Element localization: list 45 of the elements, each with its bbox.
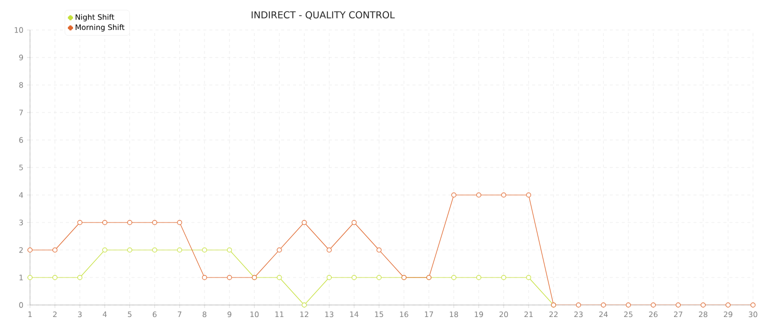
- point: [352, 274, 357, 280]
- point: [102, 220, 108, 225]
- point: [600, 302, 606, 308]
- point: [177, 247, 182, 252]
- point: [102, 247, 108, 252]
- point: [650, 302, 656, 308]
- point: [28, 247, 33, 252]
- point: [302, 220, 307, 225]
- point: [451, 274, 456, 280]
- point: [526, 192, 532, 198]
- point: [676, 302, 681, 308]
- point: [276, 247, 282, 252]
- point: [376, 274, 382, 280]
- point: [451, 192, 456, 198]
- point: [177, 220, 182, 225]
- point: [152, 247, 158, 252]
- point: [127, 220, 132, 225]
- point: [326, 247, 332, 252]
- point: [77, 220, 82, 225]
- point: [376, 247, 382, 252]
- chart-title: INDIRECT - QUALITY CONTROL: [252, 11, 395, 20]
- point: [352, 220, 357, 225]
- point: [28, 274, 33, 280]
- point: [226, 274, 232, 280]
- point: [202, 247, 208, 252]
- point: [152, 220, 158, 225]
- point: [526, 274, 532, 280]
- point: [276, 274, 282, 280]
- point: [576, 302, 581, 308]
- point: [501, 192, 506, 198]
- point: [77, 274, 82, 280]
- point: [52, 247, 58, 252]
- point: [700, 302, 706, 308]
- point: [476, 192, 482, 198]
- point: [52, 274, 58, 280]
- point: [476, 274, 482, 280]
- point: [302, 302, 307, 308]
- point: [626, 302, 631, 308]
- point: [501, 274, 506, 280]
- point: [226, 247, 232, 252]
- point: [326, 274, 332, 280]
- point: [750, 302, 756, 308]
- point: [202, 274, 208, 280]
- point: [726, 302, 731, 308]
- point: [127, 247, 132, 252]
